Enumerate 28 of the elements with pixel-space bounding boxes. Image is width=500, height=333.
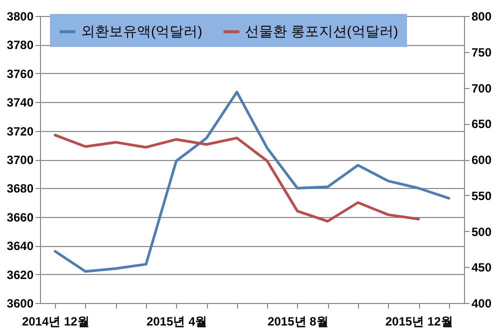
y-tick-label: 3760 [6, 66, 34, 81]
y-tick-label: 3800 [6, 10, 34, 24]
y-tick-label: 3780 [6, 38, 34, 52]
y-tick-label: 3740 [6, 96, 34, 110]
y-tick-label: 3660 [6, 210, 34, 224]
y2-tick-label: 700 [472, 81, 492, 96]
y2-tick-label: 500 [472, 224, 492, 239]
y2-tick-label: 750 [472, 45, 492, 60]
line-series [54, 134, 420, 223]
y2-tick-label: 650 [472, 117, 492, 132]
x-tick-label: 2015년 8월 [268, 314, 328, 328]
y-tick-label: 3640 [6, 239, 34, 254]
legend-label: 외환보유액(억달러) [81, 22, 202, 39]
y-tick-label: 3720 [6, 124, 34, 138]
y2-tick-label: 800 [472, 10, 492, 24]
x-tick-label: 2014년 12월 [22, 314, 90, 328]
y-tick-label: 3620 [6, 268, 34, 282]
y2-tick-label: 600 [472, 153, 492, 167]
y2-tick-label: 450 [472, 260, 492, 275]
x-tick-label: 2015년 4월 [146, 314, 208, 328]
y-tick-label: 3680 [6, 182, 34, 196]
y-tick-label: 3600 [6, 296, 34, 310]
y-tick-label: 3700 [6, 153, 34, 167]
x-tick-label: 2015년 12월 [385, 314, 453, 328]
y2-tick-label: 400 [472, 296, 492, 310]
line-series [54, 90, 450, 273]
legend-label: 선물환 롱포지션(억달러) [245, 22, 398, 39]
y2-tick-label: 550 [472, 188, 492, 203]
